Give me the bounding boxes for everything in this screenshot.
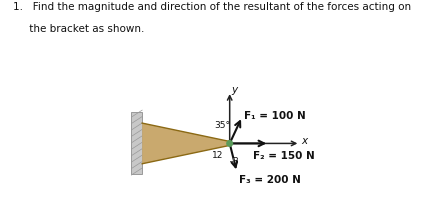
Text: 35°: 35°	[214, 121, 230, 130]
Text: F₁ = 100 N: F₁ = 100 N	[244, 111, 305, 121]
Text: F₃ = 200 N: F₃ = 200 N	[239, 175, 300, 185]
Polygon shape	[131, 112, 142, 174]
Text: F₂ = 150 N: F₂ = 150 N	[253, 151, 314, 161]
Polygon shape	[142, 123, 229, 164]
Text: 12: 12	[212, 150, 223, 160]
Text: 1.   Find the magnitude and direction of the resultant of the forces acting on: 1. Find the magnitude and direction of t…	[13, 2, 410, 12]
Text: y: y	[231, 85, 237, 95]
Text: x: x	[301, 136, 307, 146]
Text: 3: 3	[232, 157, 238, 166]
Text: the bracket as shown.: the bracket as shown.	[13, 24, 144, 34]
Circle shape	[226, 141, 232, 146]
